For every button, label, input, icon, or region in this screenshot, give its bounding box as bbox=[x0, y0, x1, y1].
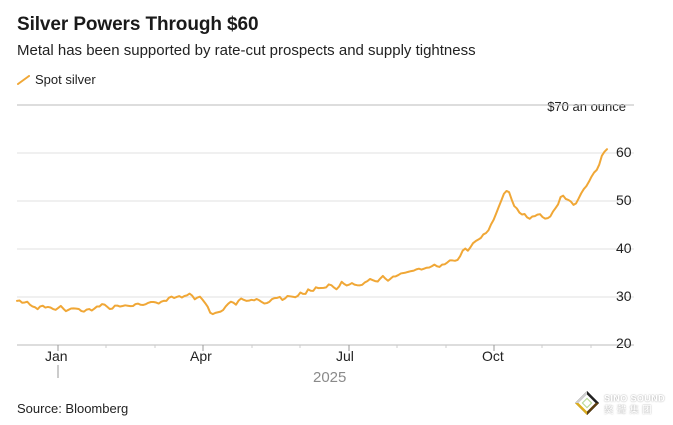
svg-text:SINO SOUND: SINO SOUND bbox=[604, 394, 665, 404]
svg-text:獒聲集团: 獒聲集团 bbox=[604, 404, 655, 416]
